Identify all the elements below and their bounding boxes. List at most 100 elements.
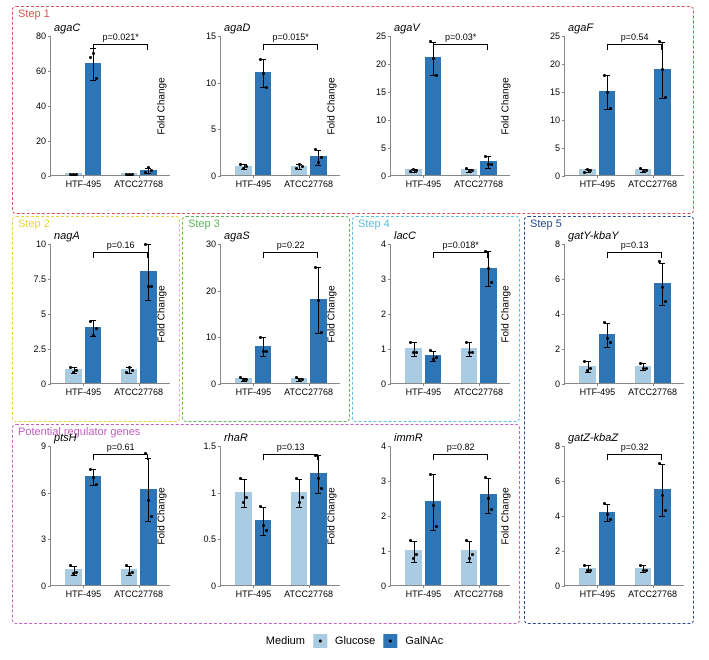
ytick-label: 2.5	[33, 344, 51, 354]
data-point	[320, 487, 323, 490]
ytick-label: 20	[36, 136, 51, 146]
chart-panel-agaF: agaF0510152025HTF-495ATCC27768p=0.54Fold…	[528, 20, 690, 200]
data-point	[484, 155, 487, 158]
plot-area: 00.511.5HTF-495ATCC27768p=0.13	[220, 446, 340, 586]
panel-title: agaV	[394, 22, 420, 34]
ytick-label: 6	[41, 488, 51, 498]
error-cap	[640, 370, 646, 371]
y-axis-label: Fold Change	[157, 285, 168, 342]
p-value: p=0.015*	[272, 32, 308, 42]
data-point	[301, 496, 304, 499]
data-point	[583, 360, 586, 363]
data-point	[314, 148, 317, 151]
data-point	[295, 477, 298, 480]
error-cap	[260, 535, 266, 536]
ytick-label: 3	[381, 476, 391, 486]
error-cap	[466, 562, 472, 563]
p-bracket	[93, 454, 148, 455]
ytick-label: 20	[550, 59, 565, 69]
xtick-label: HTF-495	[580, 175, 616, 189]
ytick-label: 1.5	[203, 441, 221, 451]
ytick-label: 4	[381, 441, 391, 451]
chart-panel-immR: immR01234HTF-495ATCC27768p=0.82Fold Chan…	[354, 430, 516, 610]
error-bar	[607, 323, 608, 348]
y-axis-label: Fold Change	[501, 77, 512, 134]
data-point	[435, 356, 438, 359]
data-point	[432, 358, 435, 361]
p-value: p=0.018*	[442, 240, 478, 250]
data-point	[259, 336, 262, 339]
data-point	[583, 564, 586, 567]
panel-title: agaS	[224, 230, 250, 242]
error-cap	[90, 80, 96, 81]
p-value: p=0.021*	[102, 32, 138, 42]
chart-panel-nagA: nagA02.557.510HTF-495ATCC27768p=0.16Fold…	[14, 228, 176, 408]
data-point	[661, 286, 664, 289]
error-cap	[126, 575, 132, 576]
data-point	[429, 473, 432, 476]
ytick-label: 1	[211, 488, 221, 498]
ytick-label: 2	[555, 546, 565, 556]
panel-title: gatY-kbaY	[568, 230, 619, 242]
ytick-label: 0.5	[203, 534, 221, 544]
p-bracket	[93, 252, 148, 253]
ytick-label: 1	[381, 344, 391, 354]
error-cap	[485, 168, 491, 169]
ytick-label: 8	[555, 239, 565, 249]
panel-title: gatZ-kbaZ	[568, 432, 618, 444]
data-point	[265, 350, 268, 353]
data-point	[298, 501, 301, 504]
xtick-label: ATCC27768	[454, 383, 503, 397]
ytick-label: 0	[381, 581, 391, 591]
data-point	[432, 504, 435, 507]
chart-panel-agaD: agaD051015HTF-495ATCC27768p=0.015*Fold C…	[184, 20, 346, 200]
p-value: p=0.54	[621, 32, 649, 42]
data-point	[465, 167, 468, 170]
xtick-label: HTF-495	[580, 383, 616, 397]
ytick-label: 10	[206, 332, 221, 342]
y-axis-label: Fold Change	[327, 285, 338, 342]
data-point	[144, 243, 147, 246]
legend-swatch	[383, 634, 397, 648]
ytick-label: 4	[555, 309, 565, 319]
data-point	[92, 52, 95, 55]
data-point	[432, 57, 435, 60]
error-cap	[430, 530, 436, 531]
error-bar	[662, 263, 663, 305]
data-point	[664, 300, 667, 303]
data-point	[95, 77, 98, 80]
data-point	[658, 40, 661, 43]
xtick-label: ATCC27768	[628, 175, 677, 189]
data-point	[265, 86, 268, 89]
ytick-label: 20	[206, 286, 221, 296]
ytick-label: 2	[381, 309, 391, 319]
error-bar	[488, 478, 489, 513]
data-point	[242, 501, 245, 504]
data-point	[92, 476, 95, 479]
xtick-label: ATCC27768	[114, 383, 163, 397]
ytick-label: 15	[376, 87, 391, 97]
data-point	[606, 91, 609, 94]
panel-title: immR	[394, 432, 423, 444]
panel-title: ptsH	[54, 432, 77, 444]
ytick-label: 0	[211, 379, 221, 389]
y-axis-label: Fold Change	[327, 487, 338, 544]
data-point	[490, 508, 493, 511]
p-bracket	[607, 44, 662, 45]
data-point	[150, 285, 153, 288]
p-value: p=0.32	[621, 442, 649, 452]
xtick-label: ATCC27768	[284, 175, 333, 189]
ytick-label: 0	[555, 581, 565, 591]
ytick-label: 10	[206, 78, 221, 88]
data-point	[259, 58, 262, 61]
plot-area: 0369HTF-495ATCC27768p=0.61	[50, 446, 170, 586]
data-point	[645, 367, 648, 370]
error-cap	[145, 521, 151, 522]
data-point	[131, 571, 134, 574]
data-point	[317, 477, 320, 480]
plot-area: 0102030HTF-495ATCC27768p=0.22	[220, 244, 340, 384]
xtick-label: ATCC27768	[628, 585, 677, 599]
ytick-label: 0	[555, 171, 565, 181]
chart-panel-gatZ: gatZ-kbaZ02468HTF-495ATCC27768p=0.32Fold…	[528, 430, 690, 610]
data-point	[603, 74, 606, 77]
